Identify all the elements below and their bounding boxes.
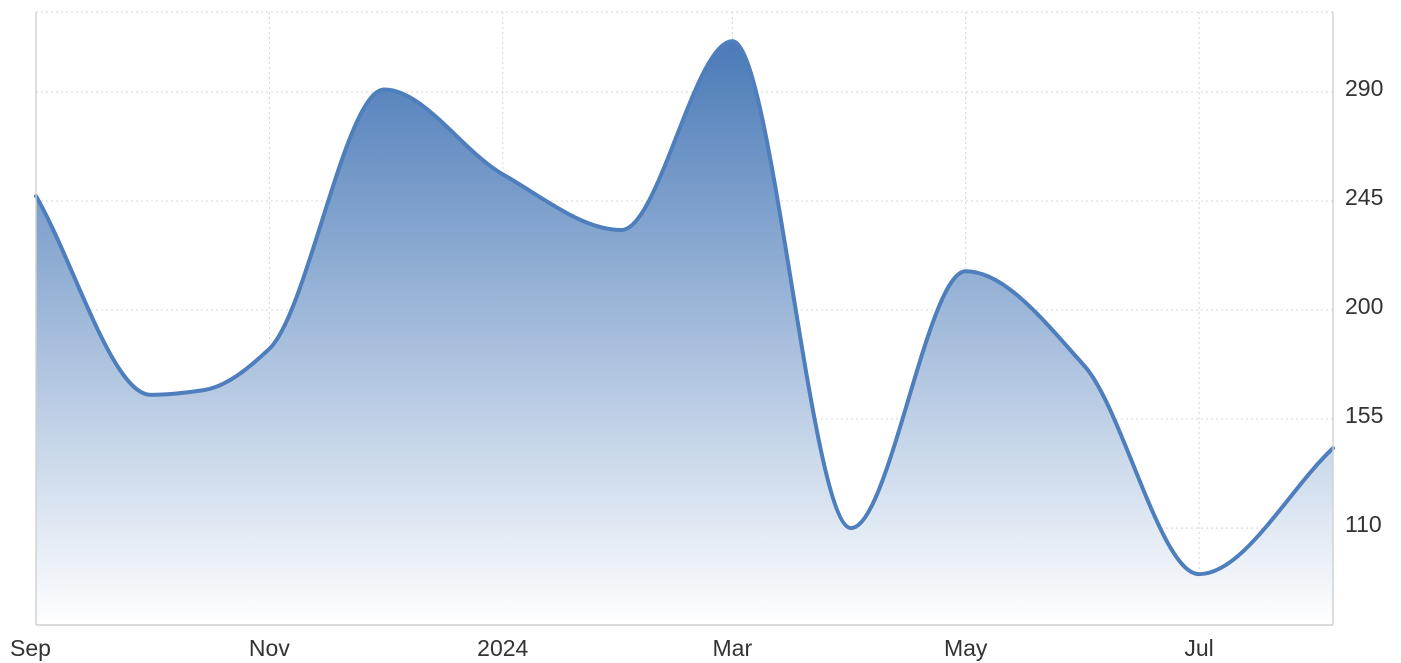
y-tick-label: 155 (1345, 402, 1383, 428)
data-point (618, 227, 624, 233)
data-point (381, 87, 387, 93)
y-tick-label: 290 (1345, 75, 1383, 101)
x-tick-label: 2024 (477, 635, 528, 661)
series-area (34, 38, 1335, 625)
x-tick-label: May (944, 635, 988, 661)
data-point (848, 525, 854, 531)
data-point (500, 171, 506, 177)
data-point (1196, 571, 1202, 577)
series-line (34, 39, 1335, 577)
data-point (963, 268, 969, 274)
data-point (201, 387, 207, 393)
tick-labels: 110 155 200 245 290 Sep Nov 2024 Mar May Jul (10, 75, 1383, 661)
x-tick-label: Sep (10, 635, 51, 661)
data-point (1081, 363, 1087, 369)
y-tick-label: 110 (1345, 511, 1382, 537)
data-point (148, 392, 154, 398)
data-point (266, 346, 272, 352)
data-point (729, 38, 735, 44)
x-tick-label: Jul (1184, 635, 1213, 661)
axes (35, 12, 1334, 626)
y-tick-label: 200 (1345, 293, 1383, 319)
y-tick-label: 245 (1345, 184, 1383, 210)
series-area-fill (36, 41, 1333, 625)
x-tick-label: Nov (249, 635, 290, 661)
x-tick-label: Mar (713, 635, 753, 661)
